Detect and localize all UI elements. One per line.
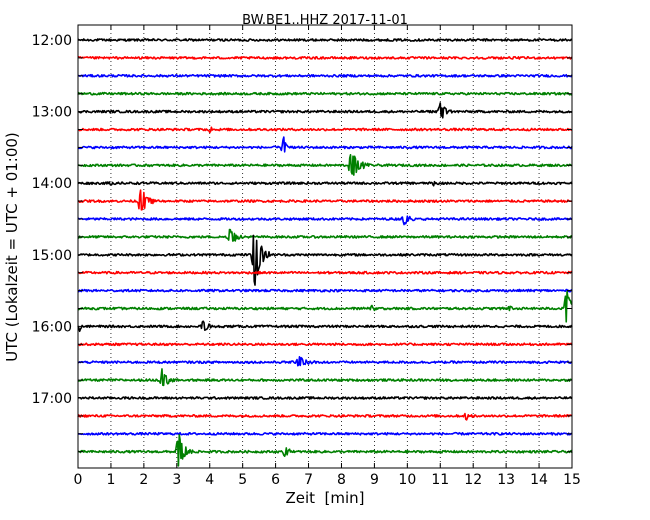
plot-frame xyxy=(77,24,573,469)
trace-row-1615 xyxy=(77,342,573,347)
trace-row-1215 xyxy=(77,56,573,60)
trace-row-1545 xyxy=(77,290,573,323)
x-tick-label: 14 xyxy=(530,472,548,488)
x-tick-label: 12 xyxy=(464,472,482,488)
y-tick-label: 12:00 xyxy=(32,33,72,49)
x-tick-label: 9 xyxy=(370,472,379,488)
trace-row-1415 xyxy=(77,189,573,211)
x-tick-label: 3 xyxy=(172,472,181,488)
trace-row-1715 xyxy=(77,412,573,421)
x-tick-label: 8 xyxy=(337,472,346,488)
x-tick-label: 2 xyxy=(139,472,148,488)
trace-row-1200 xyxy=(77,38,573,42)
trace-row-1430 xyxy=(77,215,573,226)
trace-row-1400 xyxy=(77,180,573,187)
x-axis-label: Zeit [min] xyxy=(285,489,364,507)
trace-row-1315 xyxy=(77,126,573,134)
trace-layer xyxy=(77,38,573,467)
trace-row-1600 xyxy=(77,320,573,333)
trace-row-1230 xyxy=(77,73,573,78)
trace-row-1515 xyxy=(77,270,573,275)
grid-layer xyxy=(110,25,540,468)
trace-row-1530 xyxy=(77,288,573,293)
y-axis-label: UTC (Lokalzeit = UTC + 01:00) xyxy=(3,132,21,362)
trace-row-1330 xyxy=(77,136,573,153)
x-tick-label: 5 xyxy=(238,472,247,488)
y-tick-label: 17:00 xyxy=(32,391,72,407)
x-tick-label: 13 xyxy=(497,472,515,488)
x-tick-label: 4 xyxy=(205,472,214,488)
trace-row-1345 xyxy=(77,154,573,176)
x-tick-label: 11 xyxy=(431,472,449,488)
x-tick-label: 7 xyxy=(304,472,313,488)
chart-title: BW.BE1..HHZ 2017-11-01 xyxy=(242,13,408,28)
trace-row-1700 xyxy=(77,396,573,400)
trace-row-1445 xyxy=(77,228,573,242)
x-tick-label: 6 xyxy=(271,472,280,488)
tick-layer: 0 1 2 3 4 5 6 7 8 9 10 11 12 13 14 1512:0013:0014:0015:… xyxy=(32,25,581,488)
trace-row-1745 xyxy=(77,434,573,467)
trace-row-1630 xyxy=(77,356,573,367)
y-tick-label: 13:00 xyxy=(32,105,72,121)
x-tick-label: 0 xyxy=(74,472,83,488)
y-tick-label: 16:00 xyxy=(32,319,72,335)
y-tick-label: 14:00 xyxy=(32,176,72,192)
trace-row-1300 xyxy=(77,102,573,119)
x-tick-label: 1 xyxy=(106,472,115,488)
y-tick-label: 15:00 xyxy=(32,248,72,264)
x-tick-label: 15 xyxy=(563,472,581,488)
trace-row-1245 xyxy=(77,91,573,96)
trace-row-1500 xyxy=(77,234,573,286)
trace-row-1730 xyxy=(77,431,573,436)
trace-row-1645 xyxy=(77,368,573,387)
x-tick-label: 10 xyxy=(398,472,416,488)
